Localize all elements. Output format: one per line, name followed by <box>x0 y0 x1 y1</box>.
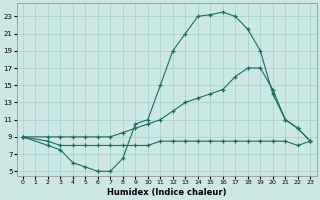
X-axis label: Humidex (Indice chaleur): Humidex (Indice chaleur) <box>107 188 226 197</box>
